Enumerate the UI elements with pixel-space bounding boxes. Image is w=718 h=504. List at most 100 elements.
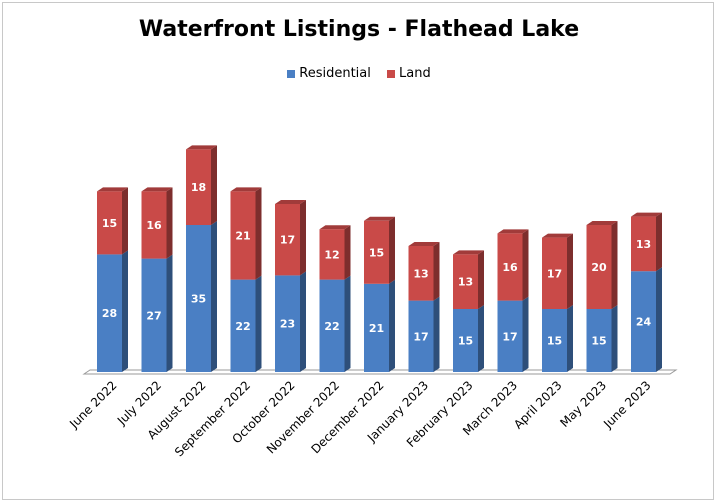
bar-side-land-11 — [611, 221, 618, 309]
data-label-residential-4: 23 — [280, 318, 295, 331]
bar-top-land-10 — [542, 233, 573, 238]
bar-top-land-12 — [631, 212, 662, 217]
bar-side-residential-10 — [567, 305, 573, 372]
legend-label-residential: Residential — [299, 66, 371, 81]
bar-side-land-1 — [166, 187, 173, 259]
bar-residential-11 — [586, 309, 612, 372]
bar-land-11 — [586, 225, 612, 309]
bar-side-residential-7 — [433, 296, 440, 372]
bar-side-residential-5 — [344, 275, 351, 372]
chart-frame — [2, 2, 714, 500]
bar-side-residential-0 — [122, 250, 128, 372]
bar-land-10 — [542, 237, 567, 309]
bar-top-land-9 — [497, 229, 529, 234]
chart-title: Waterfront Listings - Flathead Lake — [138, 17, 580, 42]
bar-top-land-11 — [586, 221, 618, 225]
data-label-residential-12: 24 — [636, 316, 652, 329]
data-label-land-9: 16 — [502, 261, 518, 274]
bar-land-1 — [141, 191, 167, 259]
x-tick-label-10: April 2023 — [511, 378, 565, 432]
data-label-residential-0: 28 — [102, 307, 117, 320]
data-label-land-11: 20 — [591, 261, 607, 274]
bar-residential-12 — [631, 271, 656, 372]
bar-residential-7 — [408, 300, 434, 372]
bar-side-land-10 — [567, 233, 573, 309]
legend-item-residential: Residential — [287, 66, 371, 81]
data-label-land-1: 16 — [146, 219, 162, 232]
data-label-land-2: 18 — [191, 181, 206, 194]
bar-residential-6 — [364, 283, 389, 372]
bar-land-3 — [230, 191, 256, 280]
bar-top-land-5 — [319, 225, 351, 230]
bar-residential-1 — [141, 258, 167, 372]
data-label-residential-3: 22 — [235, 320, 250, 333]
bar-land-2 — [186, 149, 211, 225]
bar-side-residential-8 — [478, 305, 484, 372]
data-label-residential-5: 22 — [324, 320, 339, 333]
bar-top-land-3 — [230, 187, 262, 192]
bar-residential-10 — [542, 309, 567, 372]
bar-land-12 — [631, 216, 656, 272]
data-label-land-3: 21 — [235, 230, 250, 243]
bar-side-residential-9 — [522, 296, 529, 372]
data-label-land-12: 13 — [636, 238, 651, 251]
bar-side-residential-4 — [300, 271, 306, 372]
data-label-residential-9: 17 — [502, 330, 517, 343]
bar-top-land-0 — [97, 187, 128, 192]
bar-side-residential-1 — [166, 254, 173, 372]
bar-side-land-12 — [656, 212, 662, 272]
bar-side-land-4 — [300, 200, 306, 276]
bar-residential-4 — [275, 275, 300, 372]
legend-swatch-land — [387, 69, 396, 78]
bar-side-land-9 — [522, 229, 529, 301]
bar-residential-0 — [97, 254, 122, 372]
data-label-land-7: 13 — [413, 267, 428, 280]
bar-side-land-6 — [389, 216, 395, 284]
data-label-residential-2: 35 — [191, 293, 206, 306]
bar-top-land-6 — [364, 216, 395, 221]
bar-side-residential-12 — [656, 267, 662, 372]
bar-land-7 — [408, 246, 434, 301]
data-label-land-0: 15 — [102, 217, 117, 230]
bar-side-land-0 — [122, 187, 128, 255]
x-tick-label-0: June 2022 — [66, 378, 119, 431]
bar-land-9 — [497, 233, 523, 301]
bar-land-6 — [364, 220, 389, 284]
bar-side-residential-11 — [611, 305, 618, 372]
data-label-land-4: 17 — [280, 234, 295, 247]
bar-residential-5 — [319, 279, 345, 372]
bar-top-land-8 — [453, 250, 484, 255]
data-label-land-10: 17 — [547, 267, 562, 280]
bar-side-land-2 — [211, 145, 217, 225]
legend-label-land: Land — [399, 66, 431, 81]
bar-side-land-7 — [433, 242, 440, 301]
bar-side-land-8 — [478, 250, 484, 309]
legend-swatch-residential — [287, 69, 296, 78]
bar-residential-2 — [186, 225, 211, 372]
data-label-residential-6: 21 — [369, 322, 384, 335]
bar-top-land-2 — [186, 145, 217, 150]
bar-side-land-3 — [255, 187, 262, 280]
data-label-residential-1: 27 — [146, 309, 161, 322]
data-label-residential-7: 17 — [413, 330, 428, 343]
bar-residential-9 — [497, 300, 523, 372]
bar-top-land-7 — [408, 242, 440, 246]
bar-land-0 — [97, 191, 122, 255]
bar-side-residential-2 — [211, 221, 217, 372]
chart-legend: Residential Land — [0, 66, 718, 82]
bar-side-residential-6 — [389, 279, 395, 372]
bar-side-residential-3 — [255, 275, 262, 372]
data-label-residential-11: 15 — [591, 335, 606, 348]
bar-top-land-1 — [141, 187, 173, 192]
data-label-residential-8: 15 — [458, 335, 473, 348]
x-tick-label-12: June 2023 — [600, 378, 653, 431]
data-label-land-5: 12 — [324, 248, 339, 261]
bar-side-land-5 — [344, 225, 351, 280]
bar-top-land-4 — [275, 200, 306, 204]
bar-land-4 — [275, 204, 300, 276]
bar-land-5 — [319, 229, 345, 280]
data-label-land-8: 13 — [458, 276, 473, 289]
x-tick-label-3: September 2022 — [172, 378, 253, 459]
data-label-residential-10: 15 — [547, 335, 562, 348]
